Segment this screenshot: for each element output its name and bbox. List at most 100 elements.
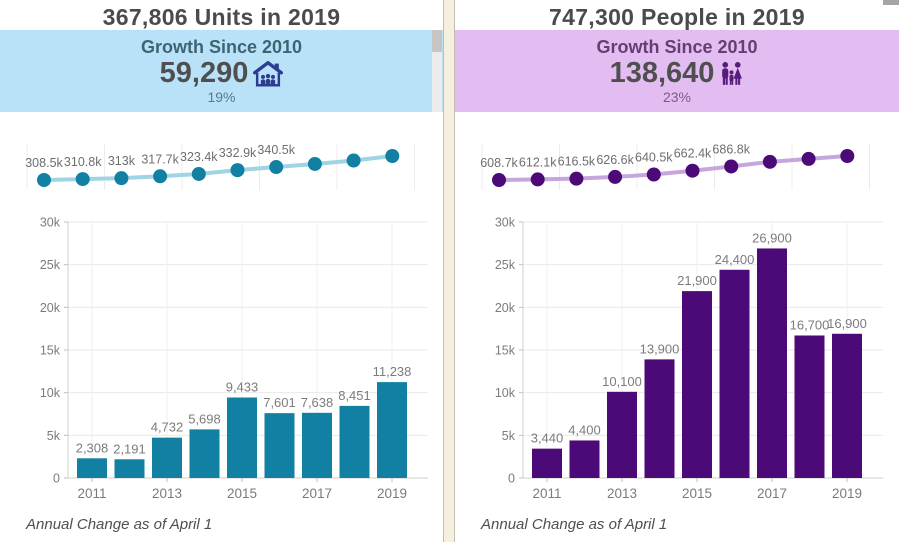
y-tick-label: 15k (495, 344, 516, 358)
y-tick-label: 25k (495, 258, 516, 272)
panel-divider (443, 0, 455, 542)
bar[interactable] (719, 269, 750, 478)
y-tick-label: 20k (495, 301, 516, 315)
bar[interactable] (682, 291, 712, 478)
data-point[interactable] (801, 151, 816, 166)
bar[interactable] (757, 248, 787, 478)
x-tick-label: 2015 (227, 486, 257, 501)
bar[interactable] (189, 429, 220, 478)
people-total-sparkline: 608.7k 612.1k 616.5k 626.6k 640.5k 662.4k 686.… (480, 142, 870, 190)
data-point[interactable] (385, 149, 400, 163)
y-tick-label: 10k (40, 386, 61, 400)
data-point[interactable] (153, 169, 168, 184)
units-footnote: Annual Change as of April 1 (26, 516, 213, 533)
bar-label: 4,400 (568, 422, 601, 437)
data-point[interactable] (608, 169, 623, 184)
people-growth-value: 138,640 (609, 57, 715, 89)
bar-label: 3,440 (531, 431, 564, 446)
people-growth-label: Growth Since 2010 (596, 37, 758, 57)
bar[interactable] (77, 458, 107, 478)
units-panel-scrollbar[interactable] (432, 30, 442, 112)
people-growth-summary: Growth Since 2010 138,640 (455, 30, 899, 112)
data-point[interactable] (492, 173, 506, 187)
data-point[interactable] (685, 163, 700, 178)
x-tick-label: 2017 (757, 486, 787, 501)
data-point[interactable] (230, 163, 245, 178)
x-tick-label: 2013 (152, 486, 182, 501)
people-annual-change-chart: 0 5k 10k 15k 20k 25k 30k 2011 2013 2015 2017 2019 3,… (495, 216, 883, 501)
bar-label: 13,900 (640, 341, 680, 356)
point-label: 612.1k (519, 155, 557, 169)
data-point[interactable] (840, 149, 855, 163)
point-label: 662.4k (674, 147, 712, 161)
x-tick-label: 2017 (302, 486, 332, 501)
data-point[interactable] (191, 166, 206, 181)
units-growth-value: 59,290 (159, 57, 249, 89)
point-label: 686.8k (712, 142, 750, 156)
bar[interactable] (264, 413, 295, 478)
data-point[interactable] (37, 173, 51, 187)
point-label: 317.7k (141, 152, 179, 166)
bar[interactable] (227, 397, 257, 478)
data-point[interactable] (75, 172, 90, 187)
bar[interactable] (644, 359, 675, 478)
bar[interactable] (114, 459, 145, 478)
bar-label: 26,900 (752, 230, 792, 245)
point-label: 332.9k (219, 146, 257, 160)
y-tick-label: 30k (495, 216, 516, 230)
units-growth-label: Growth Since 2010 (140, 37, 303, 57)
x-tick-label: 2011 (532, 486, 561, 501)
data-point[interactable] (530, 172, 545, 187)
scrollbar-thumb[interactable] (432, 30, 442, 52)
data-point[interactable] (724, 159, 739, 174)
y-tick-label: 5k (47, 429, 61, 443)
bar-label: 9,433 (226, 380, 259, 395)
people-growth-value-row: 138,640 (610, 58, 745, 89)
data-point[interactable] (269, 160, 284, 175)
bar-label: 10,100 (602, 374, 642, 389)
bar[interactable] (302, 412, 332, 478)
point-label: 323.4k (180, 150, 218, 164)
data-point[interactable] (569, 171, 584, 186)
x-tick-label: 2019 (377, 486, 407, 501)
people-growth-percent: 23% (662, 89, 692, 105)
units-annual-change-chart: 0 5k 10k 15k 20k 25k 30k 2011 2013 2015 2017 2019 2,… (40, 216, 428, 501)
data-point[interactable] (646, 167, 661, 182)
people-title: 747,300 People in 2019 (549, 4, 805, 30)
x-tick-label: 2015 (682, 486, 712, 501)
bar-label: 2,191 (113, 441, 146, 456)
data-point[interactable] (346, 153, 361, 168)
family-people-icon (719, 61, 744, 87)
house-units-icon (253, 60, 284, 87)
bar-label: 2,308 (76, 440, 109, 455)
bar[interactable] (339, 405, 370, 478)
bar[interactable] (532, 448, 562, 478)
units-growth-summary: Growth Since 2010 59,290 (0, 30, 443, 112)
y-tick-label: 30k (40, 216, 61, 230)
units-title: 367,806 Units in 2019 (102, 4, 341, 30)
units-growth-value-row: 59,290 (160, 58, 284, 89)
point-label: 340.5k (257, 143, 295, 157)
point-label: 626.6k (596, 153, 634, 167)
y-tick-label: 25k (40, 258, 61, 272)
data-point[interactable] (307, 156, 322, 171)
y-tick-label: 0 (53, 472, 60, 486)
bar[interactable] (377, 382, 407, 478)
bar[interactable] (607, 391, 637, 478)
trend-line (43, 154, 393, 182)
data-point[interactable] (114, 171, 129, 186)
bar-label: 24,400 (715, 252, 755, 267)
bar[interactable] (832, 333, 862, 478)
point-label: 608.7k (480, 156, 518, 170)
bar-label: 16,900 (827, 316, 867, 331)
data-point[interactable] (762, 154, 777, 169)
scrollbar-top-strip[interactable] (883, 0, 899, 5)
bar[interactable] (152, 437, 182, 478)
bar-label: 5,698 (188, 411, 221, 426)
bar[interactable] (569, 440, 600, 478)
y-tick-label: 15k (40, 344, 61, 358)
bar-label: 21,900 (677, 273, 717, 288)
bar-label: 4,732 (151, 420, 184, 435)
bar[interactable] (794, 335, 825, 478)
